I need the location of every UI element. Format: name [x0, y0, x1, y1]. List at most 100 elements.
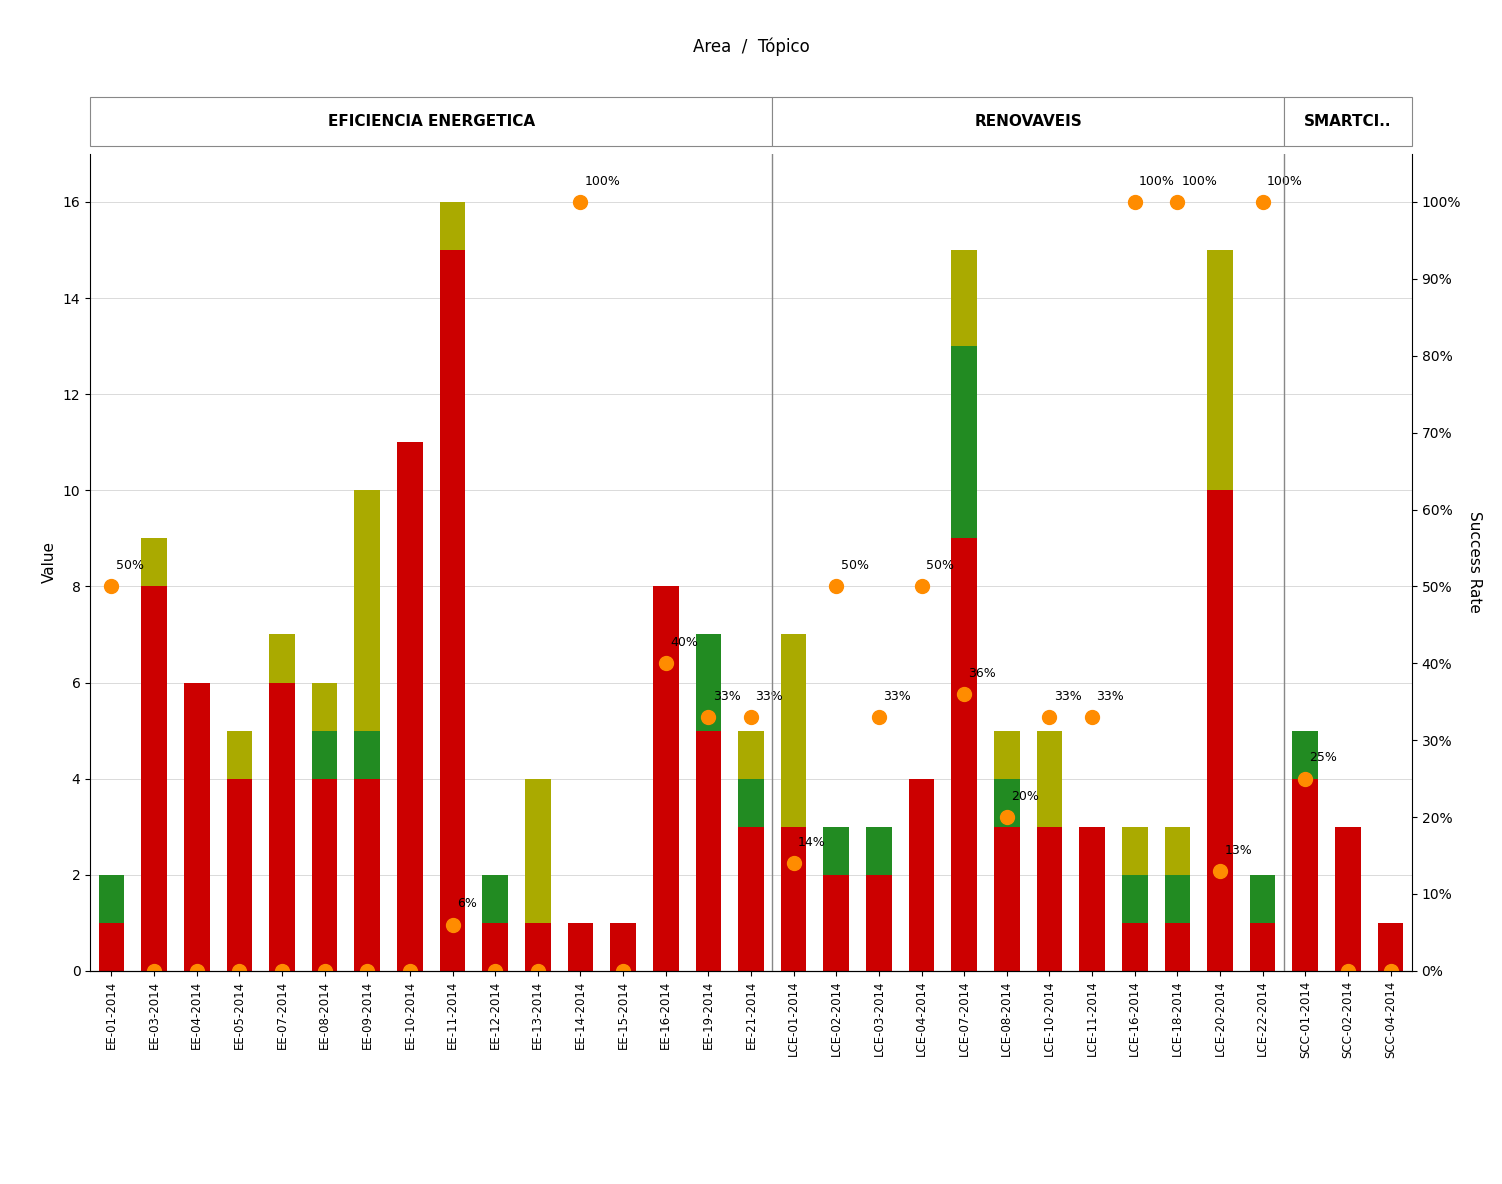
Point [1208, 862, 1232, 881]
Point [739, 708, 763, 727]
Bar [1164, 826, 1190, 875]
Bar [354, 731, 380, 779]
Text: SMARTCI..: SMARTCI.. [1304, 114, 1392, 129]
Bar [1036, 826, 1062, 971]
Bar [867, 826, 892, 875]
Bar [269, 635, 294, 682]
Text: 33%: 33% [883, 690, 910, 703]
Bar [994, 731, 1020, 779]
Bar [737, 731, 765, 779]
Bar [772, 97, 1284, 146]
Text: 100%: 100% [1182, 174, 1218, 187]
Point [1122, 193, 1146, 212]
Point [825, 577, 849, 596]
Bar [141, 539, 167, 586]
Bar [1122, 826, 1148, 875]
Text: 40%: 40% [670, 636, 698, 649]
Text: 50%: 50% [841, 559, 868, 572]
Bar [1208, 250, 1233, 490]
Bar [737, 779, 765, 826]
Bar [227, 731, 252, 779]
Text: 33%: 33% [712, 690, 740, 703]
Bar [99, 875, 125, 922]
Point [653, 654, 677, 673]
Bar [269, 682, 294, 971]
Bar [312, 731, 338, 779]
Bar [1080, 826, 1105, 971]
Bar [951, 539, 976, 971]
Bar [823, 875, 849, 971]
Text: 100%: 100% [584, 174, 620, 187]
Y-axis label: Value: Value [42, 541, 57, 584]
Bar [951, 346, 976, 539]
Text: 13%: 13% [1224, 843, 1253, 856]
Point [1379, 961, 1403, 980]
Bar [526, 922, 551, 971]
Point [697, 708, 721, 727]
Bar [440, 202, 466, 250]
Point [910, 577, 934, 596]
Point [227, 961, 251, 980]
Bar [1164, 875, 1190, 922]
Bar [397, 443, 422, 971]
Bar [1122, 922, 1148, 971]
Bar [695, 731, 721, 971]
Bar [951, 250, 976, 346]
Text: RENOVAVEIS: RENOVAVEIS [975, 114, 1081, 129]
Text: 50%: 50% [116, 559, 144, 572]
Bar [312, 682, 338, 731]
Point [952, 684, 976, 703]
Point [526, 961, 550, 980]
Point [312, 961, 336, 980]
Bar [141, 586, 167, 971]
Point [1080, 708, 1104, 727]
Text: 100%: 100% [1266, 174, 1302, 187]
Text: 36%: 36% [969, 667, 996, 680]
Bar [994, 826, 1020, 971]
Y-axis label: Success Rate: Success Rate [1467, 511, 1482, 613]
Bar [440, 250, 466, 971]
Bar [1036, 731, 1062, 826]
Bar [482, 922, 508, 971]
Point [867, 708, 891, 727]
Text: 33%: 33% [756, 690, 783, 703]
Point [440, 915, 464, 934]
Point [1166, 193, 1190, 212]
Bar [737, 826, 765, 971]
Bar [526, 779, 551, 922]
Text: 6%: 6% [457, 897, 476, 910]
Text: 33%: 33% [1054, 690, 1081, 703]
Point [1335, 961, 1359, 980]
Bar [781, 826, 807, 971]
Bar [312, 779, 338, 971]
Bar [482, 875, 508, 922]
Bar [99, 922, 125, 971]
Bar [1335, 826, 1361, 971]
Bar [1164, 922, 1190, 971]
Text: 50%: 50% [925, 559, 954, 572]
Point [356, 961, 380, 980]
Bar [1377, 922, 1403, 971]
Point [398, 961, 422, 980]
Bar [1293, 731, 1319, 779]
Point [484, 961, 508, 980]
Point [99, 577, 123, 596]
Bar [867, 875, 892, 971]
Text: 20%: 20% [1011, 790, 1039, 803]
Bar [1208, 490, 1233, 971]
Bar [823, 826, 849, 875]
Bar [1122, 875, 1148, 922]
Text: 100%: 100% [1139, 174, 1175, 187]
Bar [781, 635, 807, 826]
Point [185, 961, 209, 980]
Bar [653, 586, 679, 971]
Text: 25%: 25% [1310, 751, 1337, 764]
Bar [1284, 97, 1412, 146]
Bar [90, 97, 772, 146]
Point [1251, 193, 1275, 212]
Bar [1250, 875, 1275, 922]
Text: 33%: 33% [1096, 690, 1123, 703]
Bar [227, 779, 252, 971]
Point [994, 807, 1018, 826]
Bar [610, 922, 635, 971]
